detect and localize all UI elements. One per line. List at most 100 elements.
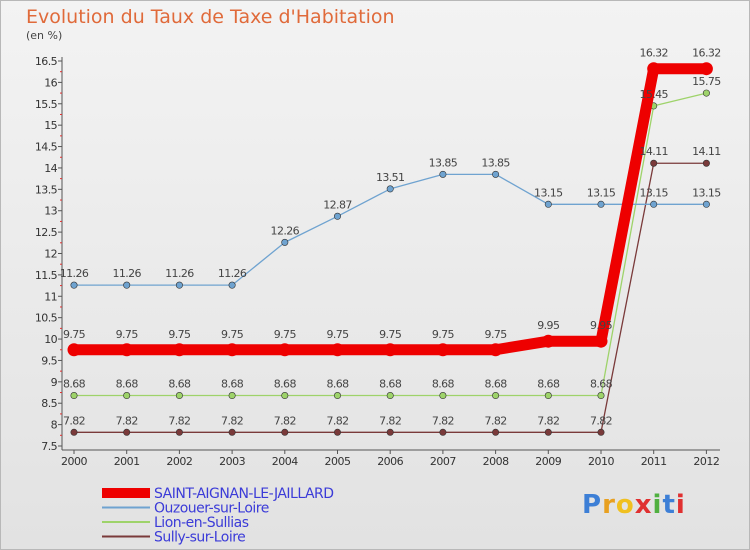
data-label: 14.11 bbox=[692, 145, 721, 158]
data-label: 15.75 bbox=[692, 75, 721, 88]
y-tick-label: 8.5 bbox=[41, 397, 57, 410]
data-label: 11.26 bbox=[165, 267, 194, 280]
data-label: 8.68 bbox=[116, 378, 139, 391]
data-point bbox=[594, 334, 608, 348]
y-tick-label: 13 bbox=[44, 205, 57, 218]
legend-label: Ouzouer-sur-Loire bbox=[154, 501, 269, 517]
data-point bbox=[281, 428, 289, 436]
data-point bbox=[123, 428, 131, 436]
data-label: 9.75 bbox=[168, 328, 191, 341]
data-label: 11.26 bbox=[218, 267, 247, 280]
data-label: 9.95 bbox=[537, 319, 560, 332]
data-point bbox=[544, 428, 552, 436]
logo-letter: P bbox=[582, 490, 603, 520]
series-lines bbox=[67, 62, 713, 436]
x-tick-label: 2003 bbox=[219, 455, 245, 468]
data-label: 7.82 bbox=[63, 414, 85, 427]
y-tick-label: 11 bbox=[44, 290, 57, 303]
data-label: 7.82 bbox=[379, 414, 401, 427]
data-label: 9.75 bbox=[221, 328, 244, 341]
data-label: 14.11 bbox=[639, 145, 668, 158]
x-tick-label: 2012 bbox=[693, 455, 719, 468]
data-point bbox=[492, 170, 500, 178]
logo-letter: o bbox=[615, 490, 635, 520]
series-line-0 bbox=[68, 63, 712, 356]
data-point bbox=[225, 343, 239, 357]
point-labels: 9.75 9.75 9.75 9.75 9.75 9.75 9.75 9.75 9.75 9.95… bbox=[60, 47, 722, 428]
data-point bbox=[123, 281, 131, 289]
data-label: 16.32 bbox=[692, 47, 721, 60]
data-label: 11.26 bbox=[112, 267, 141, 280]
data-point bbox=[489, 343, 503, 357]
data-point bbox=[281, 392, 289, 400]
data-label: 7.82 bbox=[432, 414, 454, 427]
y-tick-label: 15 bbox=[44, 119, 57, 132]
data-point bbox=[67, 343, 81, 357]
data-label: 9.75 bbox=[379, 328, 402, 341]
data-label: 8.68 bbox=[326, 378, 349, 391]
y-tick-label: 10 bbox=[44, 333, 57, 346]
data-label: 7.82 bbox=[326, 414, 348, 427]
data-point bbox=[123, 392, 131, 400]
data-label: 8.68 bbox=[63, 378, 86, 391]
data-point bbox=[386, 392, 394, 400]
data-point bbox=[70, 428, 78, 436]
logo-letter: t bbox=[662, 490, 676, 520]
data-label: 7.82 bbox=[485, 414, 507, 427]
data-point bbox=[544, 200, 552, 208]
data-label: 9.75 bbox=[116, 328, 139, 341]
data-point bbox=[597, 200, 605, 208]
x-tick-label: 2002 bbox=[166, 455, 192, 468]
chart-subtitle: (en %) bbox=[26, 29, 63, 42]
proxiti-logo: Proxiti bbox=[582, 490, 686, 520]
data-point bbox=[386, 185, 394, 193]
data-point bbox=[439, 428, 447, 436]
legend-label: Lion-en-Sullias bbox=[154, 515, 249, 531]
x-tick-label: 2001 bbox=[114, 455, 140, 468]
x-tick-label: 2005 bbox=[325, 455, 351, 468]
data-label: 13.85 bbox=[429, 156, 458, 169]
data-point bbox=[175, 281, 183, 289]
data-point bbox=[541, 334, 555, 348]
x-tick-label: 2007 bbox=[430, 455, 456, 468]
data-point bbox=[172, 343, 186, 357]
axes: 7.5 8 8.5 9 9.5 10 10.5 11 11.5 12 12.5 13 13.5 14 14.… bbox=[35, 55, 720, 468]
data-point bbox=[383, 343, 397, 357]
data-point bbox=[439, 170, 447, 178]
data-label: 12.26 bbox=[271, 224, 300, 237]
data-label: 13.15 bbox=[587, 186, 616, 199]
data-point bbox=[650, 159, 658, 167]
data-label: 7.82 bbox=[168, 414, 190, 427]
data-point bbox=[175, 428, 183, 436]
data-point bbox=[70, 392, 78, 400]
data-point bbox=[492, 392, 500, 400]
y-tick-label: 15.5 bbox=[35, 98, 58, 111]
data-label: 7.82 bbox=[274, 414, 296, 427]
data-point bbox=[333, 428, 341, 436]
y-tick-label: 14 bbox=[44, 162, 57, 175]
data-point bbox=[228, 428, 236, 436]
data-point bbox=[70, 281, 78, 289]
data-point bbox=[650, 200, 658, 208]
data-point bbox=[331, 343, 344, 357]
data-label: 7.82 bbox=[590, 414, 612, 427]
data-label: 8.68 bbox=[590, 378, 613, 391]
data-point bbox=[333, 392, 341, 400]
data-point bbox=[492, 428, 500, 436]
data-label: 11.26 bbox=[60, 267, 89, 280]
data-label: 16.32 bbox=[639, 47, 668, 60]
data-point bbox=[386, 428, 394, 436]
data-label: 9.75 bbox=[432, 328, 455, 341]
y-tick-label: 14.5 bbox=[35, 141, 58, 154]
data-label: 8.68 bbox=[221, 378, 244, 391]
x-tick-label: 2010 bbox=[588, 455, 614, 468]
data-label: 9.95 bbox=[590, 319, 613, 332]
data-label: 7.82 bbox=[116, 414, 138, 427]
x-tick-label: 2008 bbox=[483, 455, 509, 468]
x-tick-label: 2000 bbox=[61, 455, 87, 468]
data-point bbox=[281, 238, 289, 246]
y-tick-label: 11.5 bbox=[35, 269, 58, 282]
logo-letter: i bbox=[675, 490, 686, 520]
